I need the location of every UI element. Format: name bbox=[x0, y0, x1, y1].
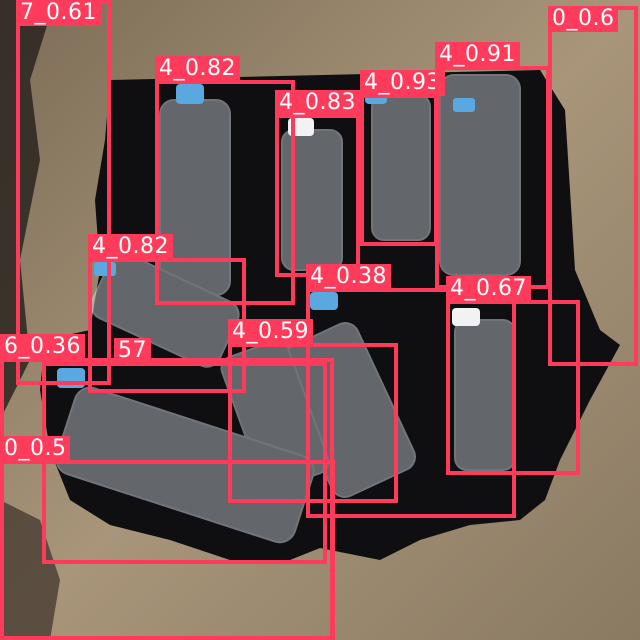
detection-label: 4_0.82 bbox=[88, 234, 173, 260]
detection-box: 0_0.5 bbox=[0, 436, 335, 640]
detection-label: 0_0.5 bbox=[0, 436, 71, 462]
detection-box: 0_0.6 bbox=[548, 6, 638, 366]
detection-label: 4_0.38 bbox=[306, 264, 391, 290]
detection-label: 4_0.83 bbox=[275, 90, 360, 116]
detection-label: 7_0.61 bbox=[16, 0, 101, 26]
detection-label: 4_0.67 bbox=[446, 276, 531, 302]
detection-label: 4_0.93 bbox=[360, 70, 445, 96]
bottle bbox=[55, 74, 521, 544]
detection-box: 4_0.38 bbox=[306, 264, 516, 518]
detection-box: 7_0.61 bbox=[16, 0, 111, 385]
detection-label: 0_0.6 bbox=[548, 6, 619, 32]
black-cloth bbox=[40, 70, 620, 560]
detection-box: 4_0.83 bbox=[275, 90, 360, 277]
shadow bbox=[0, 0, 55, 420]
detection-label: 4_0.59 bbox=[228, 319, 313, 345]
detection-box: 4_0.59 bbox=[228, 319, 398, 503]
detection-label: 4_0.91 bbox=[435, 42, 520, 68]
detection-label: 6_0.36 bbox=[0, 334, 85, 360]
detection-box: 4_0.91 bbox=[435, 42, 550, 289]
detection-label: 4_0.82 bbox=[155, 56, 240, 82]
detection-box: 4_0.67 bbox=[446, 276, 580, 475]
detection-box: 4_0.82 bbox=[155, 56, 295, 305]
detection-label: 57 bbox=[114, 338, 151, 364]
detection-box: 4_0.93 bbox=[360, 70, 445, 246]
detection-box: 4_0.82 bbox=[88, 234, 246, 393]
